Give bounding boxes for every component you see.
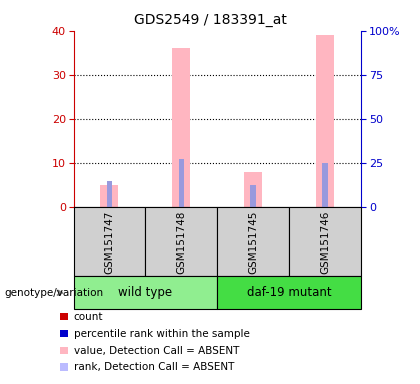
Bar: [250, 185, 256, 207]
Text: rank, Detection Call = ABSENT: rank, Detection Call = ABSENT: [74, 362, 234, 372]
Bar: [178, 159, 184, 207]
Bar: [60, 363, 68, 371]
Bar: [74, 276, 218, 309]
Bar: [218, 276, 361, 309]
Text: value, Detection Call = ABSENT: value, Detection Call = ABSENT: [74, 346, 239, 356]
Text: GDS2549 / 183391_at: GDS2549 / 183391_at: [134, 13, 286, 27]
Text: wild type: wild type: [118, 286, 173, 299]
Text: count: count: [74, 312, 103, 322]
Bar: [172, 48, 190, 207]
Bar: [316, 35, 334, 207]
Bar: [289, 207, 361, 276]
Text: genotype/variation: genotype/variation: [4, 288, 103, 298]
Bar: [60, 329, 68, 337]
Bar: [60, 346, 68, 354]
Bar: [323, 163, 328, 207]
Bar: [100, 185, 118, 207]
Bar: [74, 207, 145, 276]
Text: GSM151746: GSM151746: [320, 210, 330, 274]
Text: GSM151747: GSM151747: [105, 210, 115, 274]
Text: GSM151748: GSM151748: [176, 210, 186, 274]
Bar: [218, 207, 289, 276]
Text: daf-19 mutant: daf-19 mutant: [247, 286, 331, 299]
Text: GSM151745: GSM151745: [248, 210, 258, 274]
Bar: [145, 207, 218, 276]
Bar: [244, 172, 262, 207]
Bar: [60, 313, 68, 320]
Bar: [107, 181, 112, 207]
Text: percentile rank within the sample: percentile rank within the sample: [74, 329, 249, 339]
